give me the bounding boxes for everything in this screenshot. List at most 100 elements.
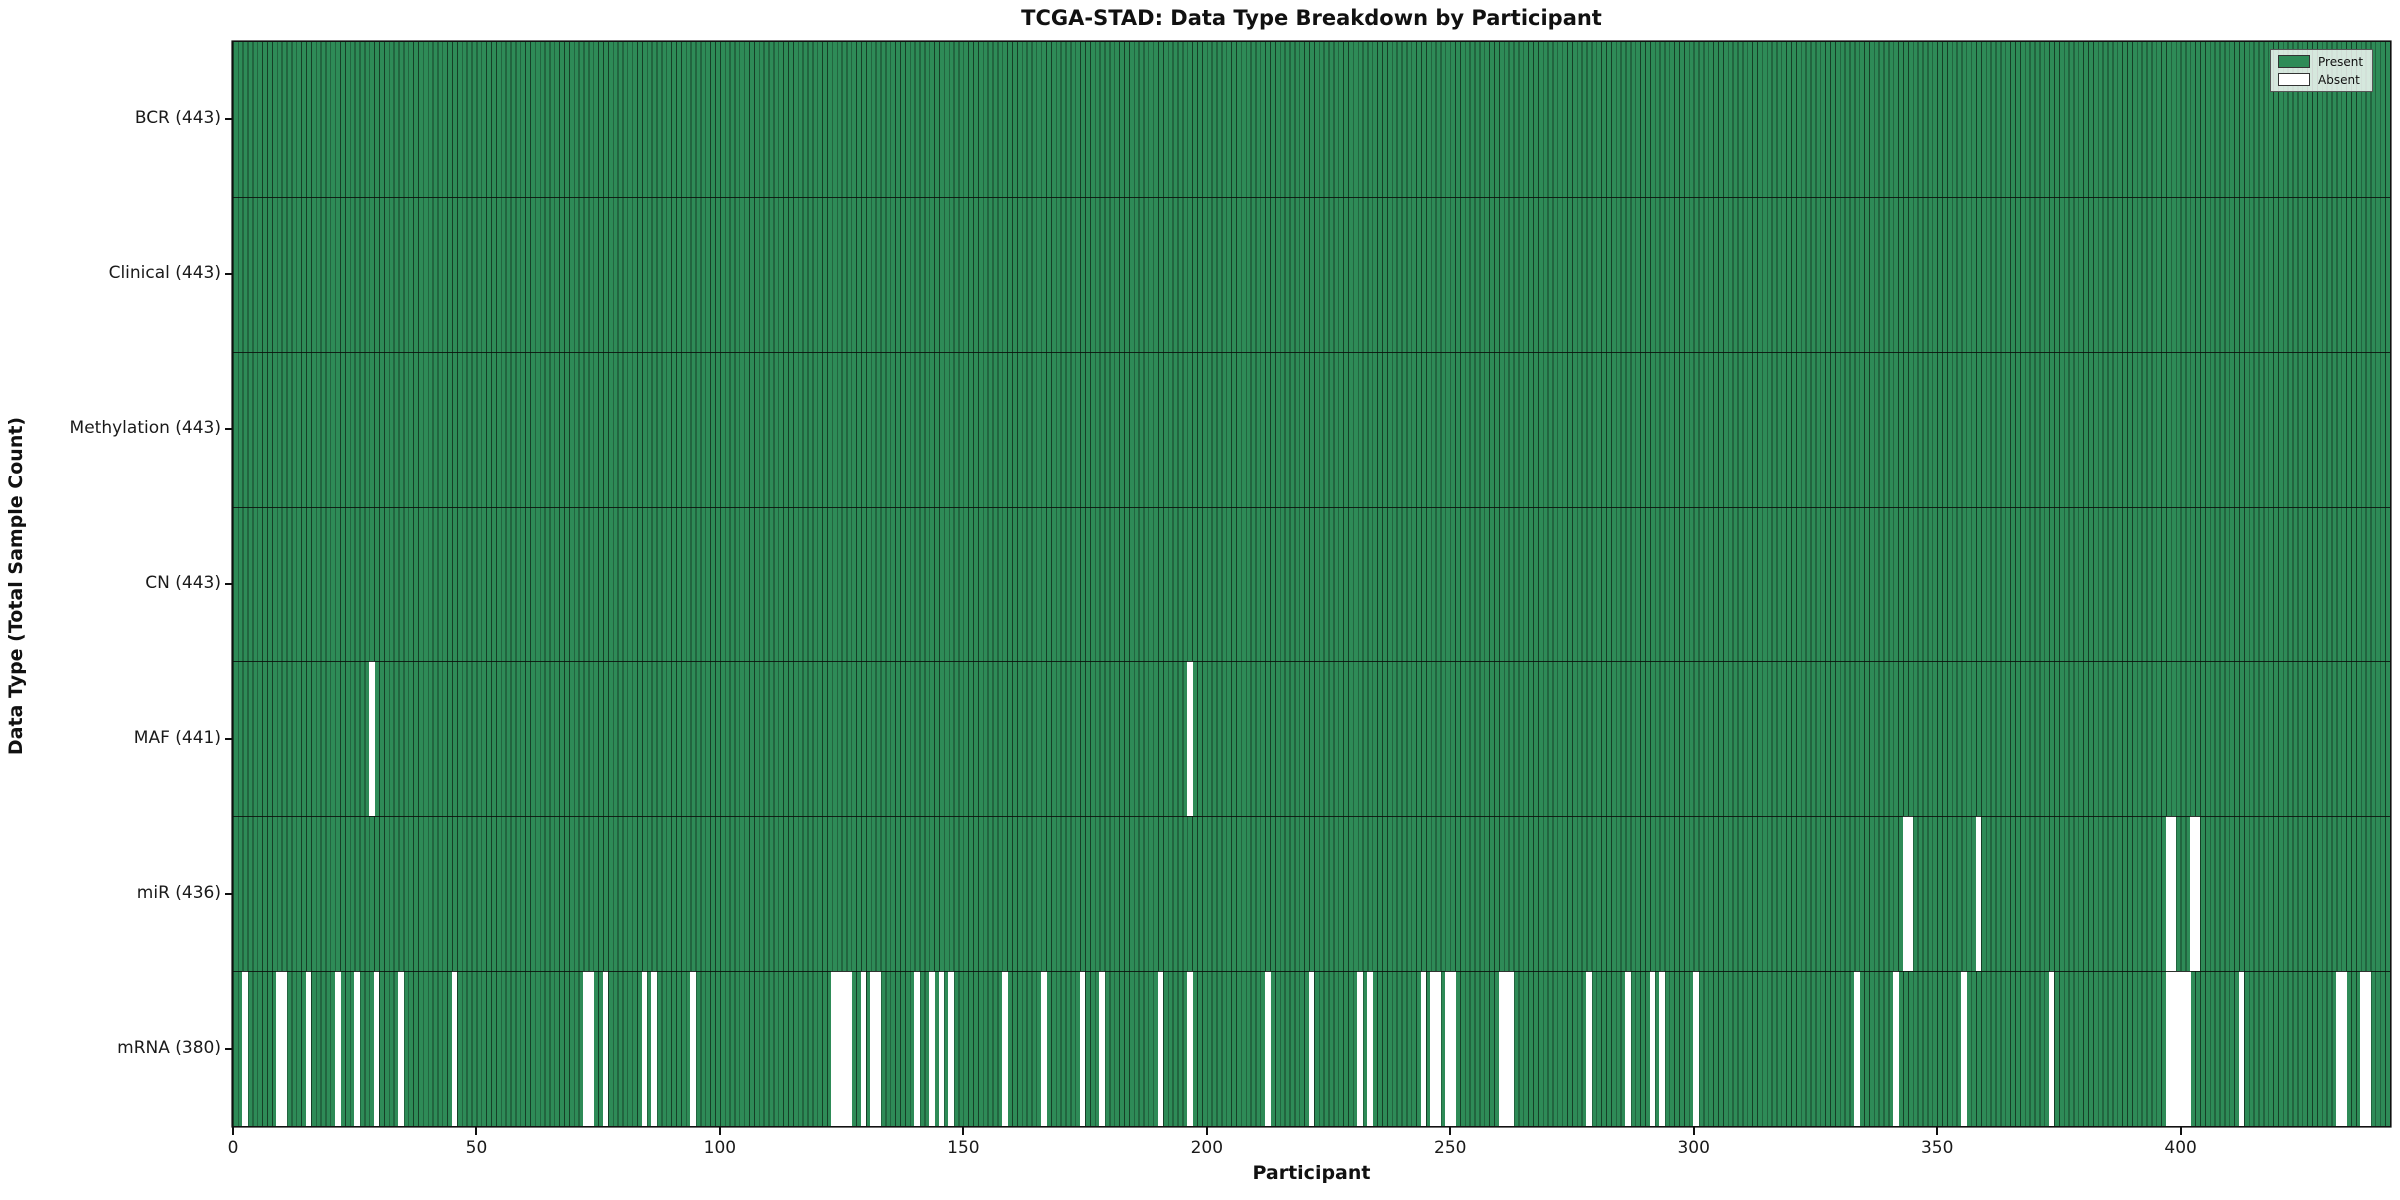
absent-bar <box>1693 971 1699 1126</box>
y-tick-mark <box>225 273 233 276</box>
row-separator <box>233 196 2390 198</box>
x-tick-label: 200 <box>1190 1138 1224 1158</box>
absent-bar <box>373 971 380 1126</box>
absent-bar <box>1444 971 1451 1126</box>
plot-area <box>233 42 2390 1126</box>
absent-bar <box>2185 971 2191 1126</box>
absent-bar <box>281 971 287 1126</box>
absent-bar <box>1961 971 1967 1126</box>
y-tick-label: Methylation (443) <box>69 418 221 439</box>
x-tick-mark <box>1936 1127 1939 1135</box>
absent-bar <box>276 971 283 1126</box>
absent-bar <box>1854 971 1860 1126</box>
absent-bar <box>651 971 657 1126</box>
absent-bar <box>368 661 375 817</box>
absent-bar <box>1367 971 1373 1126</box>
absent-bar <box>1503 971 1510 1126</box>
y-tick-mark <box>225 428 233 431</box>
absent-bar <box>836 971 843 1126</box>
absent-bar <box>305 971 312 1126</box>
x-tick-mark <box>1205 1127 1208 1135</box>
absent-bar <box>2194 816 2201 972</box>
absent-bar <box>2165 971 2172 1126</box>
absent-bar <box>1498 971 1505 1126</box>
absent-bar <box>690 971 696 1126</box>
absent-bar <box>1079 971 1086 1126</box>
absent-bar <box>2340 971 2347 1126</box>
absent-bar <box>2170 816 2177 972</box>
absent-bar <box>1040 971 1047 1126</box>
x-tick-label: 150 <box>947 1138 980 1158</box>
absent-bar <box>2180 971 2186 1126</box>
x-tick-label: 100 <box>703 1138 737 1158</box>
row-mRNA <box>233 971 2390 1126</box>
row-separator <box>233 351 2390 353</box>
absent-bar <box>938 971 945 1126</box>
row-Methylation <box>233 352 2390 507</box>
legend: Present Absent <box>2270 49 2374 92</box>
absent-bar <box>1157 971 1164 1126</box>
absent-bar <box>1099 971 1105 1126</box>
absent-bar <box>2165 816 2172 972</box>
legend-entry-present: Present <box>2278 55 2363 68</box>
legend-swatch-absent-icon <box>2278 73 2310 86</box>
row-separator <box>233 506 2390 508</box>
absent-bar <box>860 971 867 1126</box>
absent-bar <box>2336 971 2342 1126</box>
absent-bar <box>641 971 648 1126</box>
x-tick-mark <box>718 1127 721 1135</box>
absent-bar <box>2365 971 2371 1126</box>
absent-bar <box>928 971 935 1126</box>
absent-bar <box>1659 971 1665 1126</box>
absent-bar <box>2175 971 2182 1126</box>
row-separator <box>233 971 2390 973</box>
x-tick-mark <box>962 1127 965 1135</box>
absent-bar <box>1186 971 1193 1126</box>
absent-bar <box>2048 971 2055 1126</box>
absent-bar <box>354 971 360 1126</box>
x-tick-label: 0 <box>227 1138 239 1158</box>
absent-bar <box>1449 971 1456 1126</box>
absent-bar <box>875 971 881 1126</box>
absent-bar <box>602 971 609 1126</box>
y-tick-mark <box>225 892 233 895</box>
absent-bar <box>398 971 404 1126</box>
absent-bar <box>334 971 341 1126</box>
absent-bar <box>242 971 248 1126</box>
row-miR <box>233 816 2390 972</box>
absent-bar <box>914 971 920 1126</box>
row-separator <box>233 661 2390 663</box>
legend-label-absent: Absent <box>2318 72 2360 87</box>
x-tick-label: 300 <box>1677 1138 1710 1158</box>
absent-bar <box>1892 971 1899 1126</box>
chart-title: TCGA-STAD: Data Type Breakdown by Partic… <box>1021 6 1602 30</box>
absent-bar <box>1186 661 1193 817</box>
x-tick-mark <box>2179 1127 2182 1135</box>
absent-bar <box>2189 816 2196 972</box>
absent-bar <box>1586 971 1592 1126</box>
y-tick-label: miR (436) <box>136 882 221 903</box>
y-tick-label: CN (443) <box>145 573 221 593</box>
absent-bar <box>841 971 847 1126</box>
absent-bar <box>451 971 458 1126</box>
legend-label-present: Present <box>2318 54 2364 69</box>
row-CN <box>233 507 2390 662</box>
absent-bar <box>2238 971 2245 1126</box>
x-tick-mark <box>1449 1127 1452 1135</box>
row-BCR <box>233 42 2390 197</box>
absent-bar <box>588 971 594 1126</box>
x-tick-label: 350 <box>1920 1138 1954 1158</box>
row-MAF <box>233 661 2390 817</box>
absent-bar <box>1001 971 1008 1126</box>
absent-bar <box>1308 971 1315 1126</box>
absent-bar <box>1508 971 1514 1126</box>
y-tick-label: Clinical (443) <box>108 263 221 284</box>
x-tick-mark <box>475 1127 478 1135</box>
absent-bar <box>1975 816 1982 972</box>
absent-bar <box>948 971 954 1126</box>
absent-bar <box>1430 971 1437 1126</box>
absent-bar <box>1420 971 1427 1126</box>
absent-bar <box>1357 971 1363 1126</box>
absent-bar <box>1625 971 1631 1126</box>
